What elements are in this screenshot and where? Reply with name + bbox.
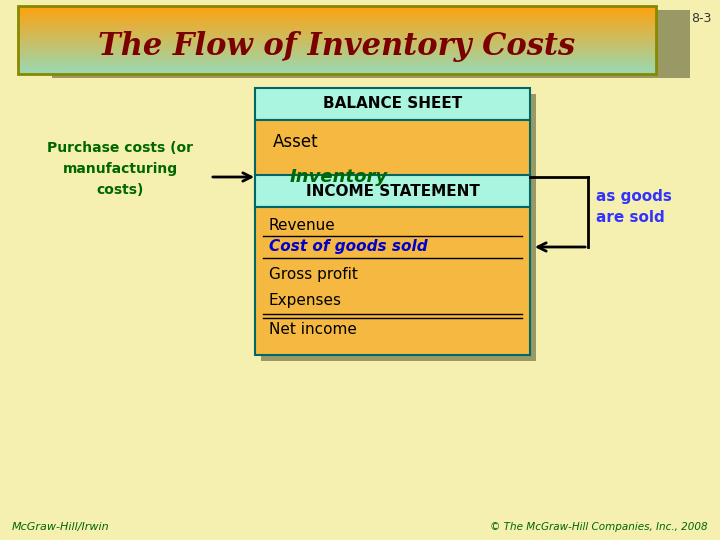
Text: Expenses: Expenses — [269, 293, 342, 307]
Bar — [18, 11, 656, 13]
Bar — [18, 42, 656, 44]
Text: The Flow of Inventory Costs: The Flow of Inventory Costs — [99, 30, 575, 62]
Bar — [18, 64, 656, 66]
Bar — [255, 120, 530, 210]
Text: Gross profit: Gross profit — [269, 267, 358, 281]
Bar — [18, 12, 656, 14]
Bar — [261, 94, 536, 216]
Bar — [18, 39, 656, 42]
Bar — [18, 16, 656, 18]
Bar — [255, 88, 530, 120]
Text: Inventory: Inventory — [290, 168, 388, 186]
Bar — [18, 71, 656, 73]
Bar — [18, 58, 656, 60]
Text: Cost of goods sold: Cost of goods sold — [269, 240, 428, 254]
Text: 8-3: 8-3 — [692, 12, 712, 25]
Bar — [18, 5, 656, 8]
Bar — [18, 67, 656, 69]
Bar — [18, 46, 656, 48]
Bar — [18, 22, 656, 24]
Text: as goods
are sold: as goods are sold — [596, 189, 672, 225]
Bar — [18, 56, 656, 58]
Bar — [18, 8, 656, 10]
Bar — [18, 45, 656, 47]
Bar — [18, 33, 656, 35]
Bar — [18, 48, 656, 50]
Bar — [18, 49, 656, 51]
Bar — [18, 61, 656, 63]
Text: Purchase costs (or
manufacturing
costs): Purchase costs (or manufacturing costs) — [47, 141, 193, 197]
Text: Revenue: Revenue — [269, 218, 336, 233]
Bar — [18, 44, 656, 45]
Bar — [18, 31, 656, 33]
Bar — [255, 175, 530, 207]
Bar — [18, 23, 656, 25]
Text: Asset: Asset — [273, 133, 319, 151]
Text: Net income: Net income — [269, 321, 357, 336]
Bar — [18, 24, 656, 26]
Bar — [18, 41, 656, 43]
Text: © The McGraw-Hill Companies, Inc., 2008: © The McGraw-Hill Companies, Inc., 2008 — [490, 522, 708, 532]
Bar — [18, 30, 656, 32]
Bar — [18, 26, 656, 28]
Bar — [255, 207, 530, 355]
Bar — [18, 10, 656, 11]
Bar — [18, 55, 656, 56]
Bar — [18, 34, 656, 36]
Bar — [261, 181, 536, 361]
Bar — [18, 60, 656, 62]
Bar — [18, 21, 656, 22]
Bar — [18, 38, 656, 40]
Bar — [18, 36, 656, 37]
Bar — [18, 27, 656, 29]
Bar — [18, 70, 656, 71]
Bar — [18, 6, 656, 74]
Bar — [18, 7, 656, 9]
Text: INCOME STATEMENT: INCOME STATEMENT — [305, 184, 480, 199]
Bar — [18, 19, 656, 21]
Bar — [18, 50, 656, 52]
Bar — [18, 29, 656, 30]
Bar — [18, 53, 656, 55]
Text: McGraw-Hill/Irwin: McGraw-Hill/Irwin — [12, 522, 109, 532]
Bar — [52, 10, 690, 78]
Bar — [18, 14, 656, 16]
Bar — [18, 68, 656, 70]
Bar — [18, 63, 656, 64]
Bar — [18, 15, 656, 17]
Bar — [18, 37, 656, 39]
Bar — [18, 57, 656, 59]
Bar — [18, 18, 656, 19]
Bar — [18, 65, 656, 67]
Text: BALANCE SHEET: BALANCE SHEET — [323, 97, 462, 111]
Bar — [18, 52, 656, 53]
Bar — [18, 72, 656, 74]
